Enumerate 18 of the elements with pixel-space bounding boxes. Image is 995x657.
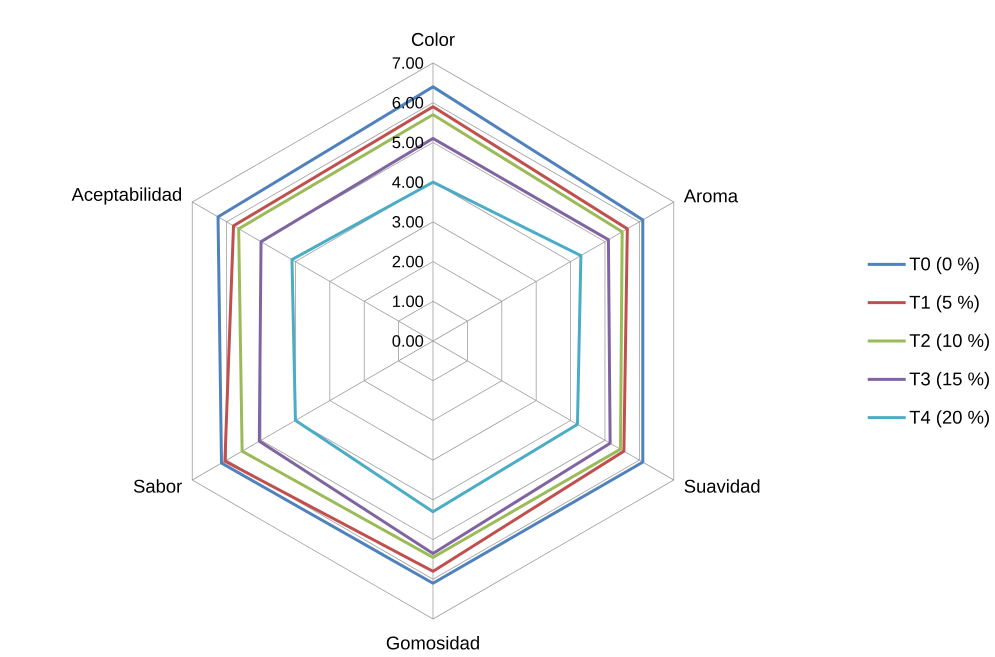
legend-label: T1 (5 %) <box>910 295 979 312</box>
legend-label: T4 (20 %) <box>910 410 989 428</box>
spoke-label: Aroma <box>684 190 738 202</box>
y-tick-label: 0.00 <box>392 335 424 347</box>
spoke-label: Aceptabilidad <box>72 187 182 205</box>
legend-label: T2 (10 %) <box>910 334 989 351</box>
y-tick-label: 2.00 <box>392 256 424 268</box>
y-tick-label: 7.00 <box>392 57 424 69</box>
spoke-label: Gomosidad <box>386 636 479 650</box>
spoke-label: Color <box>412 32 455 46</box>
y-tick-label: 5.00 <box>392 136 424 148</box>
y-tick-label: 1.00 <box>393 295 424 308</box>
spoke-label: Suavidad <box>684 479 760 493</box>
legend-label: T3 (15 %) <box>910 372 989 390</box>
spoke-label: Sabor <box>134 479 182 493</box>
y-tick-label: 3.00 <box>392 216 424 228</box>
y-tick-label: 4.00 <box>392 176 424 188</box>
legend-label: T0 (0 %) <box>910 256 979 274</box>
